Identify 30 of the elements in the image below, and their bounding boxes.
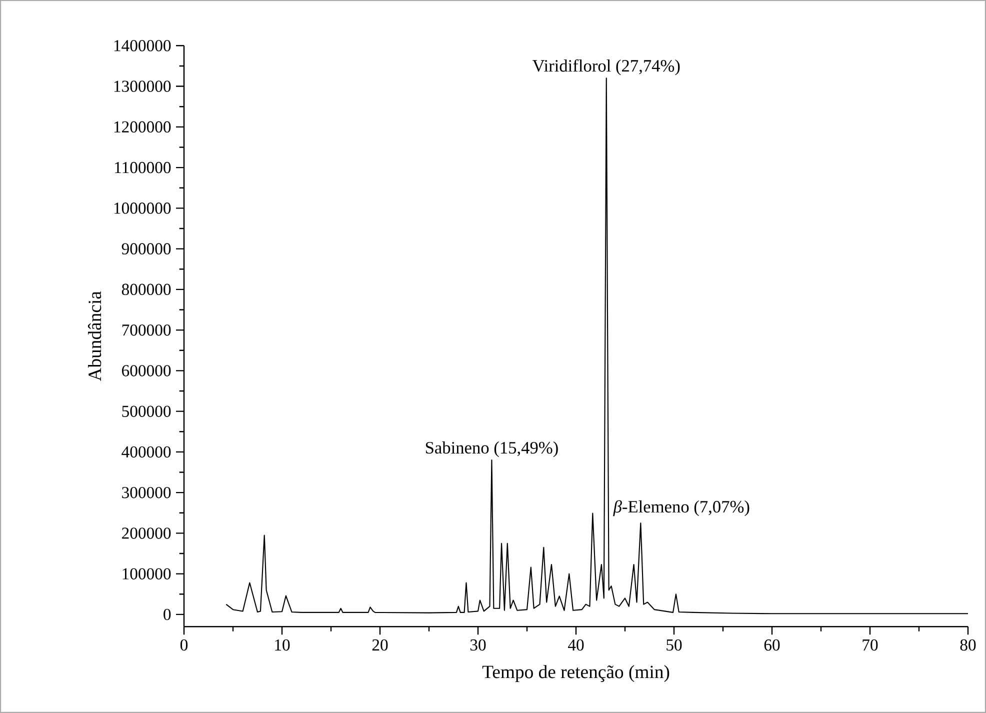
line-series: [226, 78, 969, 614]
x-tick-label: 10: [275, 639, 290, 651]
annotation: Sabineno (15,49%): [426, 441, 558, 458]
y-tick-label: 800000: [122, 284, 171, 296]
x-tick-label: 70: [862, 639, 878, 651]
y-axis-title: Abundância: [88, 291, 102, 382]
y-tick-label: 300000: [122, 486, 171, 498]
y-tick-label: 400000: [122, 446, 171, 458]
y-tick-label: 1300000: [114, 80, 171, 92]
y-tick-label: 600000: [122, 365, 171, 376]
y-tick-label: 900000: [122, 243, 171, 254]
x-tick-label: 40: [568, 639, 584, 651]
y-tick-label: 1200000: [114, 121, 171, 133]
x-tick-label: 30: [470, 639, 486, 651]
x-tick-label: 60: [764, 639, 780, 651]
y-tick-label: 200000: [122, 528, 171, 539]
y-tick-label: 500000: [122, 406, 171, 417]
y-tick-label: 1100000: [115, 162, 171, 174]
x-tick-label: 0: [180, 639, 188, 651]
x-tick-label: 80: [960, 639, 976, 651]
x-tick-label: 20: [372, 639, 388, 651]
y-tick-label: 700000: [122, 324, 171, 336]
x-tick-label: 50: [666, 639, 682, 651]
annotation: β-Elemeno (7,07%): [613, 500, 750, 516]
y-tick-label: 1000000: [114, 202, 171, 214]
y-tick-label: 0: [164, 608, 171, 620]
x-axis-title: Tempo de retenção (min): [482, 665, 670, 682]
y-tick-label: 100000: [122, 568, 171, 580]
y-tick-label: 1400000: [114, 40, 171, 52]
annotation: Viridiflorol (27,74%): [532, 59, 680, 76]
